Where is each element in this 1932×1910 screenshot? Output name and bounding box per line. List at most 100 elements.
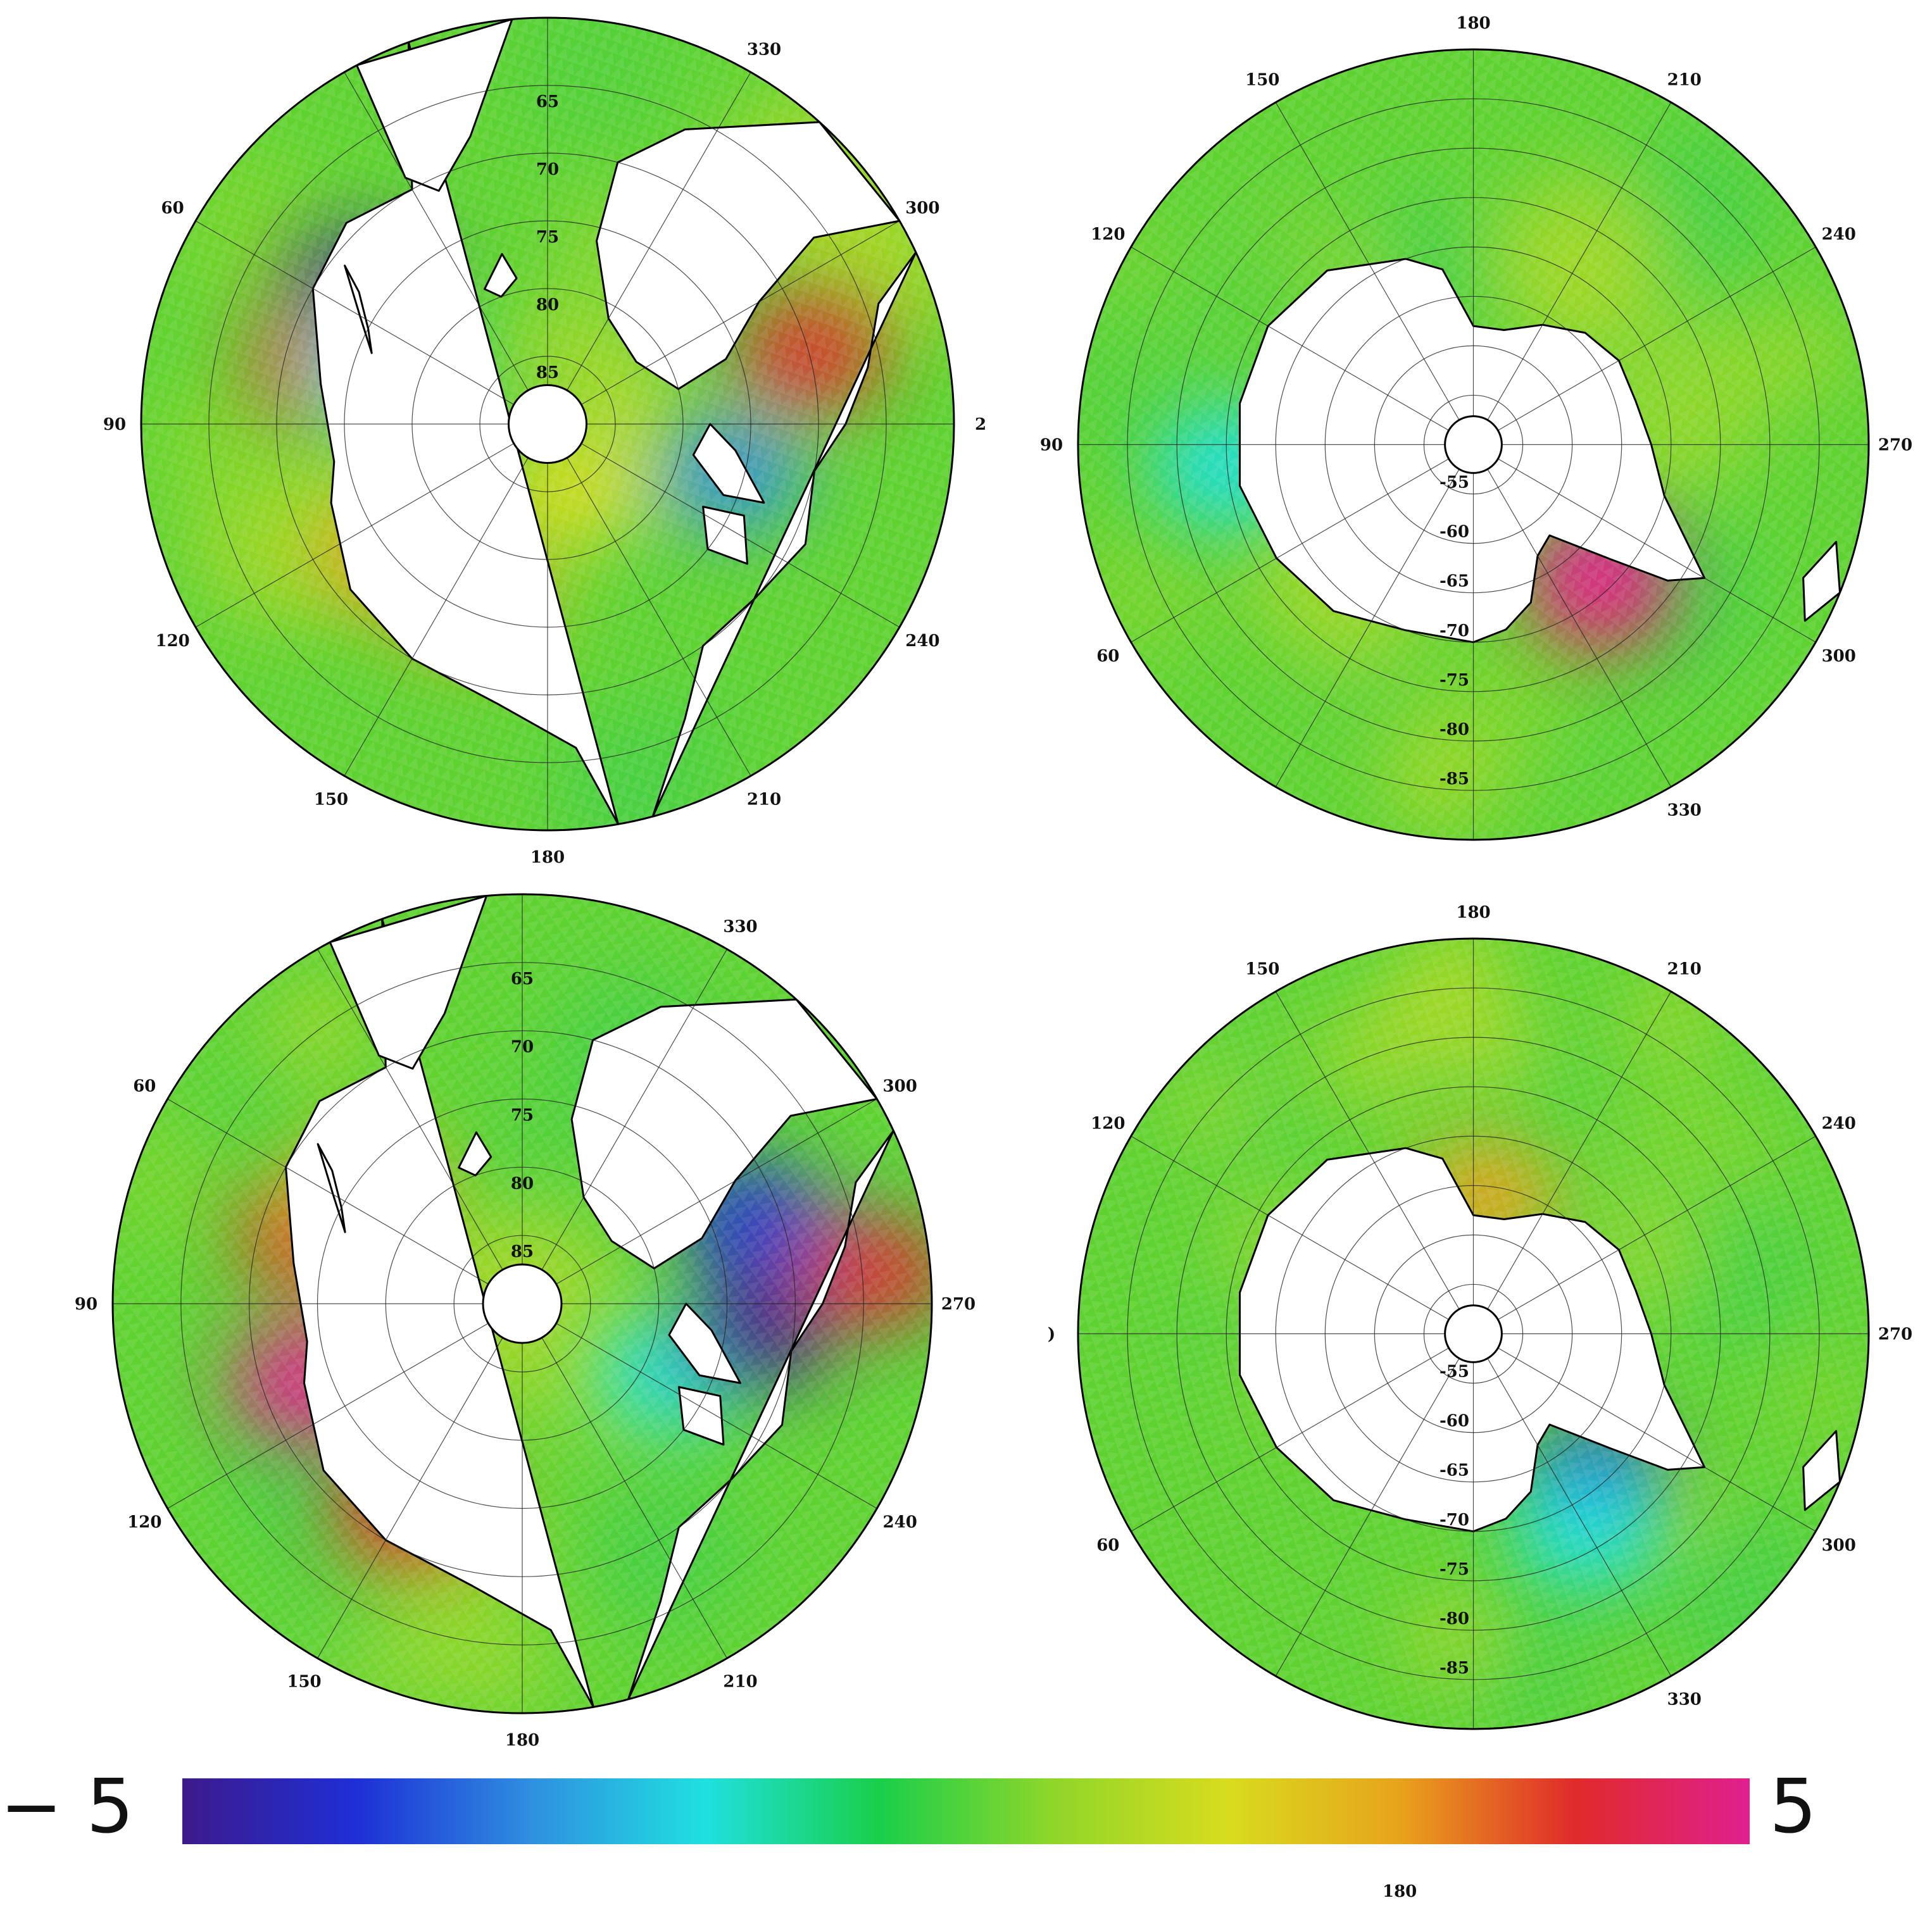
meridian-line bbox=[1131, 1345, 1452, 1532]
novaya-zemlya-land bbox=[344, 265, 373, 354]
antarctic-map-bottom-svg: -85 -80 -75 -70 -65 -60 -55 180 210 240 270 300 330 6… bbox=[1048, 903, 1912, 1730]
lon-label-90: 90 bbox=[103, 415, 126, 434]
lon-labels: 180 210 240 270 300 330 60 90 120 150 bbox=[1040, 14, 1912, 820]
meridian-line bbox=[1275, 991, 1462, 1313]
meridian-line bbox=[1275, 466, 1462, 787]
lon-label-150: 150 bbox=[287, 1673, 321, 1692]
meridian-line bbox=[1485, 102, 1672, 423]
colorbar-max-label: 5 bbox=[1769, 1763, 1817, 1850]
colorbar-min-label: − 5 bbox=[0, 1763, 134, 1850]
lon-label-210: 210 bbox=[1667, 70, 1702, 89]
meridian-line bbox=[1131, 1135, 1452, 1322]
lat-label-85: 85 bbox=[536, 363, 559, 382]
pole-hole bbox=[1444, 415, 1503, 474]
graticule bbox=[1078, 939, 1869, 1729]
meridian-line bbox=[577, 440, 900, 628]
meridian-line bbox=[1495, 456, 1816, 643]
lat-label--55: -55 bbox=[1440, 1363, 1469, 1382]
meridian-line bbox=[1485, 991, 1672, 1313]
lon-label-180: 180 bbox=[1456, 14, 1490, 33]
greenland-land bbox=[570, 998, 878, 1270]
lat-labels: -85 -80 -75 -70 -65 -60 -55 bbox=[1440, 1363, 1469, 1678]
lat-label-75: 75 bbox=[536, 228, 559, 247]
eurasia-land bbox=[311, 41, 619, 825]
lon-label-240: 240 bbox=[905, 632, 939, 651]
meridian-line bbox=[1275, 102, 1462, 423]
lon-label-270: 270 bbox=[941, 1295, 975, 1314]
meridian-line bbox=[577, 220, 900, 408]
map-border bbox=[111, 893, 933, 1714]
arctic-archipelago-land bbox=[668, 1302, 741, 1384]
lat-label--85: -85 bbox=[1440, 770, 1469, 789]
lon-label-330: 330 bbox=[1667, 801, 1702, 820]
arctic-map-top: 65 70 75 80 85 330 300 2 240 210 180 150 120 90 60 bbox=[103, 13, 986, 867]
graticule bbox=[141, 18, 954, 830]
lon-label-300: 300 bbox=[1822, 647, 1856, 666]
lat-label-70: 70 bbox=[536, 160, 559, 179]
meridian-line bbox=[1275, 1355, 1462, 1676]
lon-label-270: 2 bbox=[975, 415, 986, 434]
pole-hole bbox=[507, 384, 588, 465]
novaya-zemlya-land bbox=[317, 1143, 346, 1233]
lon-label-270: 270 bbox=[1878, 436, 1912, 455]
lon-label-330: 330 bbox=[723, 917, 757, 936]
lon-label-60: 60 bbox=[1096, 1536, 1119, 1555]
lon-label-90: 90 bbox=[1040, 436, 1063, 455]
lat-label--75: -75 bbox=[1440, 671, 1469, 690]
meridian-line bbox=[167, 1098, 493, 1287]
lon-label-330: 330 bbox=[747, 41, 781, 59]
pole-hole bbox=[1444, 1304, 1503, 1363]
meridian-line bbox=[564, 453, 751, 777]
meridian-line bbox=[1485, 1355, 1672, 1676]
lat-label-85: 85 bbox=[511, 1242, 534, 1261]
lon-label-240: 240 bbox=[1822, 1114, 1856, 1133]
map-field bbox=[141, 18, 954, 830]
lon-label-120: 120 bbox=[1091, 225, 1125, 244]
antarctic-map-top-svg: -85 -80 -75 -70 -65 -60 -55 180 210 240 270 300 330 6… bbox=[1040, 14, 1912, 841]
arctic-map-bottom-svg: 65 70 75 80 85 330 300 270 240 210 180 150 120 90 60 bbox=[75, 893, 975, 1750]
eurasia-land bbox=[285, 918, 594, 1708]
lat-label--55: -55 bbox=[1440, 473, 1469, 492]
lat-label--75: -75 bbox=[1440, 1560, 1469, 1579]
meridian-line bbox=[317, 949, 506, 1275]
land-layer bbox=[311, 18, 917, 825]
lon-label-150: 150 bbox=[1245, 70, 1279, 89]
lon-labels: 180 210 240 270 300 330 60) 120 150 bbox=[1048, 903, 1912, 1709]
meridian-line bbox=[195, 220, 518, 408]
antarctic-map-top: -85 -80 -75 -70 -65 -60 -55 180 210 240 270 300 330 6… bbox=[1040, 14, 1912, 845]
lat-label--65: -65 bbox=[1440, 572, 1469, 591]
lon-label-180: 180 bbox=[530, 848, 565, 867]
lat-labels: 65 70 75 80 85 bbox=[511, 970, 534, 1261]
lon-label-330: 330 bbox=[1667, 1690, 1702, 1709]
meridian-line bbox=[1495, 1135, 1816, 1322]
greenland-land bbox=[596, 121, 901, 390]
meridian-line bbox=[1495, 1345, 1816, 1532]
lat-label--80: -80 bbox=[1440, 720, 1469, 739]
lat-label--85: -85 bbox=[1440, 1659, 1469, 1678]
colorbar bbox=[182, 1778, 1750, 1844]
meridian-line bbox=[564, 72, 751, 395]
graticule bbox=[1078, 49, 1869, 840]
colorbar-gradient bbox=[182, 1778, 1750, 1844]
lat-label-80: 80 bbox=[536, 296, 559, 315]
lon-label-300: 300 bbox=[883, 1077, 917, 1096]
lon-label-150: 150 bbox=[314, 790, 348, 809]
lat-label-65: 65 bbox=[536, 92, 559, 111]
lon-label-180: 180 bbox=[505, 1731, 539, 1750]
lon-label-90: 90 bbox=[75, 1295, 97, 1314]
land-layer bbox=[285, 895, 894, 1708]
lat-label-75: 75 bbox=[511, 1106, 534, 1125]
lon-label-180: 180 bbox=[1456, 903, 1490, 922]
stray-lon-label: 180 bbox=[1383, 1882, 1417, 1901]
meridian-line bbox=[539, 949, 728, 1275]
lat-labels: 65 70 75 80 85 bbox=[536, 92, 559, 382]
lon-label-270: 270 bbox=[1878, 1325, 1912, 1344]
meridian-line bbox=[551, 1320, 877, 1509]
lon-label-300: 300 bbox=[1822, 1536, 1856, 1555]
victoria-island-land bbox=[702, 506, 748, 565]
meridian-line bbox=[344, 453, 531, 777]
lon-labels: 330 300 270 240 210 180 150 120 90 60 bbox=[75, 917, 975, 1750]
meridian-line bbox=[1131, 246, 1452, 433]
lon-label-120: 120 bbox=[155, 632, 189, 651]
